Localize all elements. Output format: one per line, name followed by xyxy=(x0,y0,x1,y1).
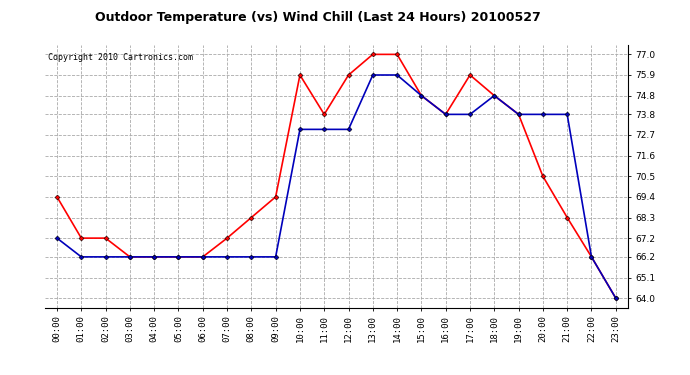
Text: Copyright 2010 Cartronics.com: Copyright 2010 Cartronics.com xyxy=(48,53,193,62)
Text: Outdoor Temperature (vs) Wind Chill (Last 24 Hours) 20100527: Outdoor Temperature (vs) Wind Chill (Las… xyxy=(95,11,540,24)
